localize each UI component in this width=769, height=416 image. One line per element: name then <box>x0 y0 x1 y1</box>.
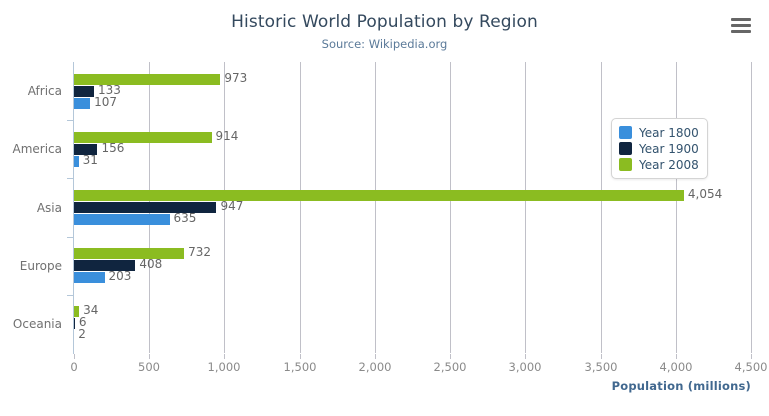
bar-value-label: 635 <box>173 211 197 225</box>
bar[interactable] <box>74 202 217 213</box>
legend-swatch-icon <box>619 126 632 139</box>
legend-swatch-icon <box>619 142 632 155</box>
x-tick-label: 4,000 <box>659 360 693 374</box>
bar-value-label: 973 <box>224 71 248 85</box>
y-tick <box>67 295 74 296</box>
gridline <box>300 62 301 353</box>
hamburger-menu-icon[interactable] <box>731 18 751 34</box>
bar-value-label: 2 <box>78 327 86 341</box>
y-axis-line <box>73 62 74 354</box>
bar[interactable] <box>74 190 684 201</box>
bar-value-label: 31 <box>82 153 98 167</box>
legend-item-year-2008[interactable]: Year 2008 <box>619 157 699 172</box>
x-tick <box>375 354 376 359</box>
menu-bar-1 <box>731 18 751 21</box>
bar-value-label: 914 <box>215 129 239 143</box>
bar-value-label: 6 <box>78 315 87 329</box>
bar-value-label: 947 <box>220 199 244 213</box>
chart-subtitle: Source: Wikipedia.org <box>321 37 448 51</box>
x-tick-label: 1,000 <box>207 360 241 374</box>
x-tick <box>751 354 752 359</box>
x-tick <box>224 354 225 359</box>
y-tick <box>67 178 74 179</box>
gridline <box>224 62 225 353</box>
x-tick <box>601 354 602 359</box>
gridline <box>450 62 451 353</box>
legend-item-year-1900[interactable]: Year 1900 <box>619 141 699 156</box>
bar[interactable] <box>74 156 79 167</box>
bar[interactable] <box>74 132 212 143</box>
x-tick-label: 3,000 <box>508 360 542 374</box>
bar[interactable] <box>74 214 170 225</box>
page-title: Historic World Population by Region <box>231 12 538 32</box>
gridline <box>375 62 376 353</box>
category-label-europe: Europe <box>19 259 62 273</box>
bar[interactable] <box>74 144 98 155</box>
x-tick-label: 0 <box>70 360 78 374</box>
x-tick <box>676 354 677 359</box>
bar[interactable] <box>74 86 94 97</box>
bar-value-label: 133 <box>98 83 121 97</box>
bar[interactable] <box>74 74 221 85</box>
bar[interactable] <box>74 260 136 271</box>
legend-label: Year 1800 <box>639 125 699 140</box>
x-tick <box>450 354 451 359</box>
bar[interactable] <box>74 98 91 109</box>
bar[interactable] <box>74 306 80 317</box>
bar-value-label: 203 <box>108 269 132 283</box>
bar-value-label: 156 <box>101 141 125 155</box>
gridline <box>751 62 752 353</box>
bar-value-label: 107 <box>94 95 117 109</box>
bar[interactable] <box>74 272 105 283</box>
x-tick-label: 4,500 <box>734 360 768 374</box>
bar-value-label: 4,054 <box>687 187 723 201</box>
category-label-oceania: Oceania <box>12 317 62 331</box>
gridline <box>676 62 677 353</box>
x-tick-label: 500 <box>138 360 160 374</box>
menu-bar-2 <box>731 24 751 27</box>
bar-value-label: 732 <box>188 245 212 259</box>
y-tick <box>67 237 74 238</box>
menu-bar-3 <box>731 30 751 33</box>
gridline <box>525 62 526 353</box>
bar[interactable] <box>74 248 185 259</box>
y-tick <box>67 120 74 121</box>
bar[interactable] <box>74 318 75 329</box>
legend-label: Year 2008 <box>639 157 699 172</box>
bar-value-label: 34 <box>83 303 99 317</box>
x-tick <box>149 354 150 359</box>
x-tick-label: 2,000 <box>358 360 392 374</box>
x-tick-label: 1,500 <box>283 360 317 374</box>
legend-label: Year 1900 <box>639 141 699 156</box>
x-axis-title: Population (millions) <box>611 379 751 393</box>
gridline <box>601 62 602 353</box>
bar-value-label: 408 <box>139 257 163 271</box>
chart-legend: Year 1800 Year 1900 Year 2008 <box>611 118 708 179</box>
x-tick-label: 2,500 <box>433 360 467 374</box>
category-label-america: America <box>12 142 63 156</box>
x-tick-label: 3,500 <box>584 360 618 374</box>
category-label-asia: Asia <box>36 201 62 215</box>
legend-swatch-icon <box>619 158 632 171</box>
x-tick <box>300 354 301 359</box>
category-label-africa: Africa <box>27 84 62 98</box>
legend-item-year-1800[interactable]: Year 1800 <box>619 125 699 140</box>
x-tick <box>74 354 75 359</box>
x-tick <box>525 354 526 359</box>
